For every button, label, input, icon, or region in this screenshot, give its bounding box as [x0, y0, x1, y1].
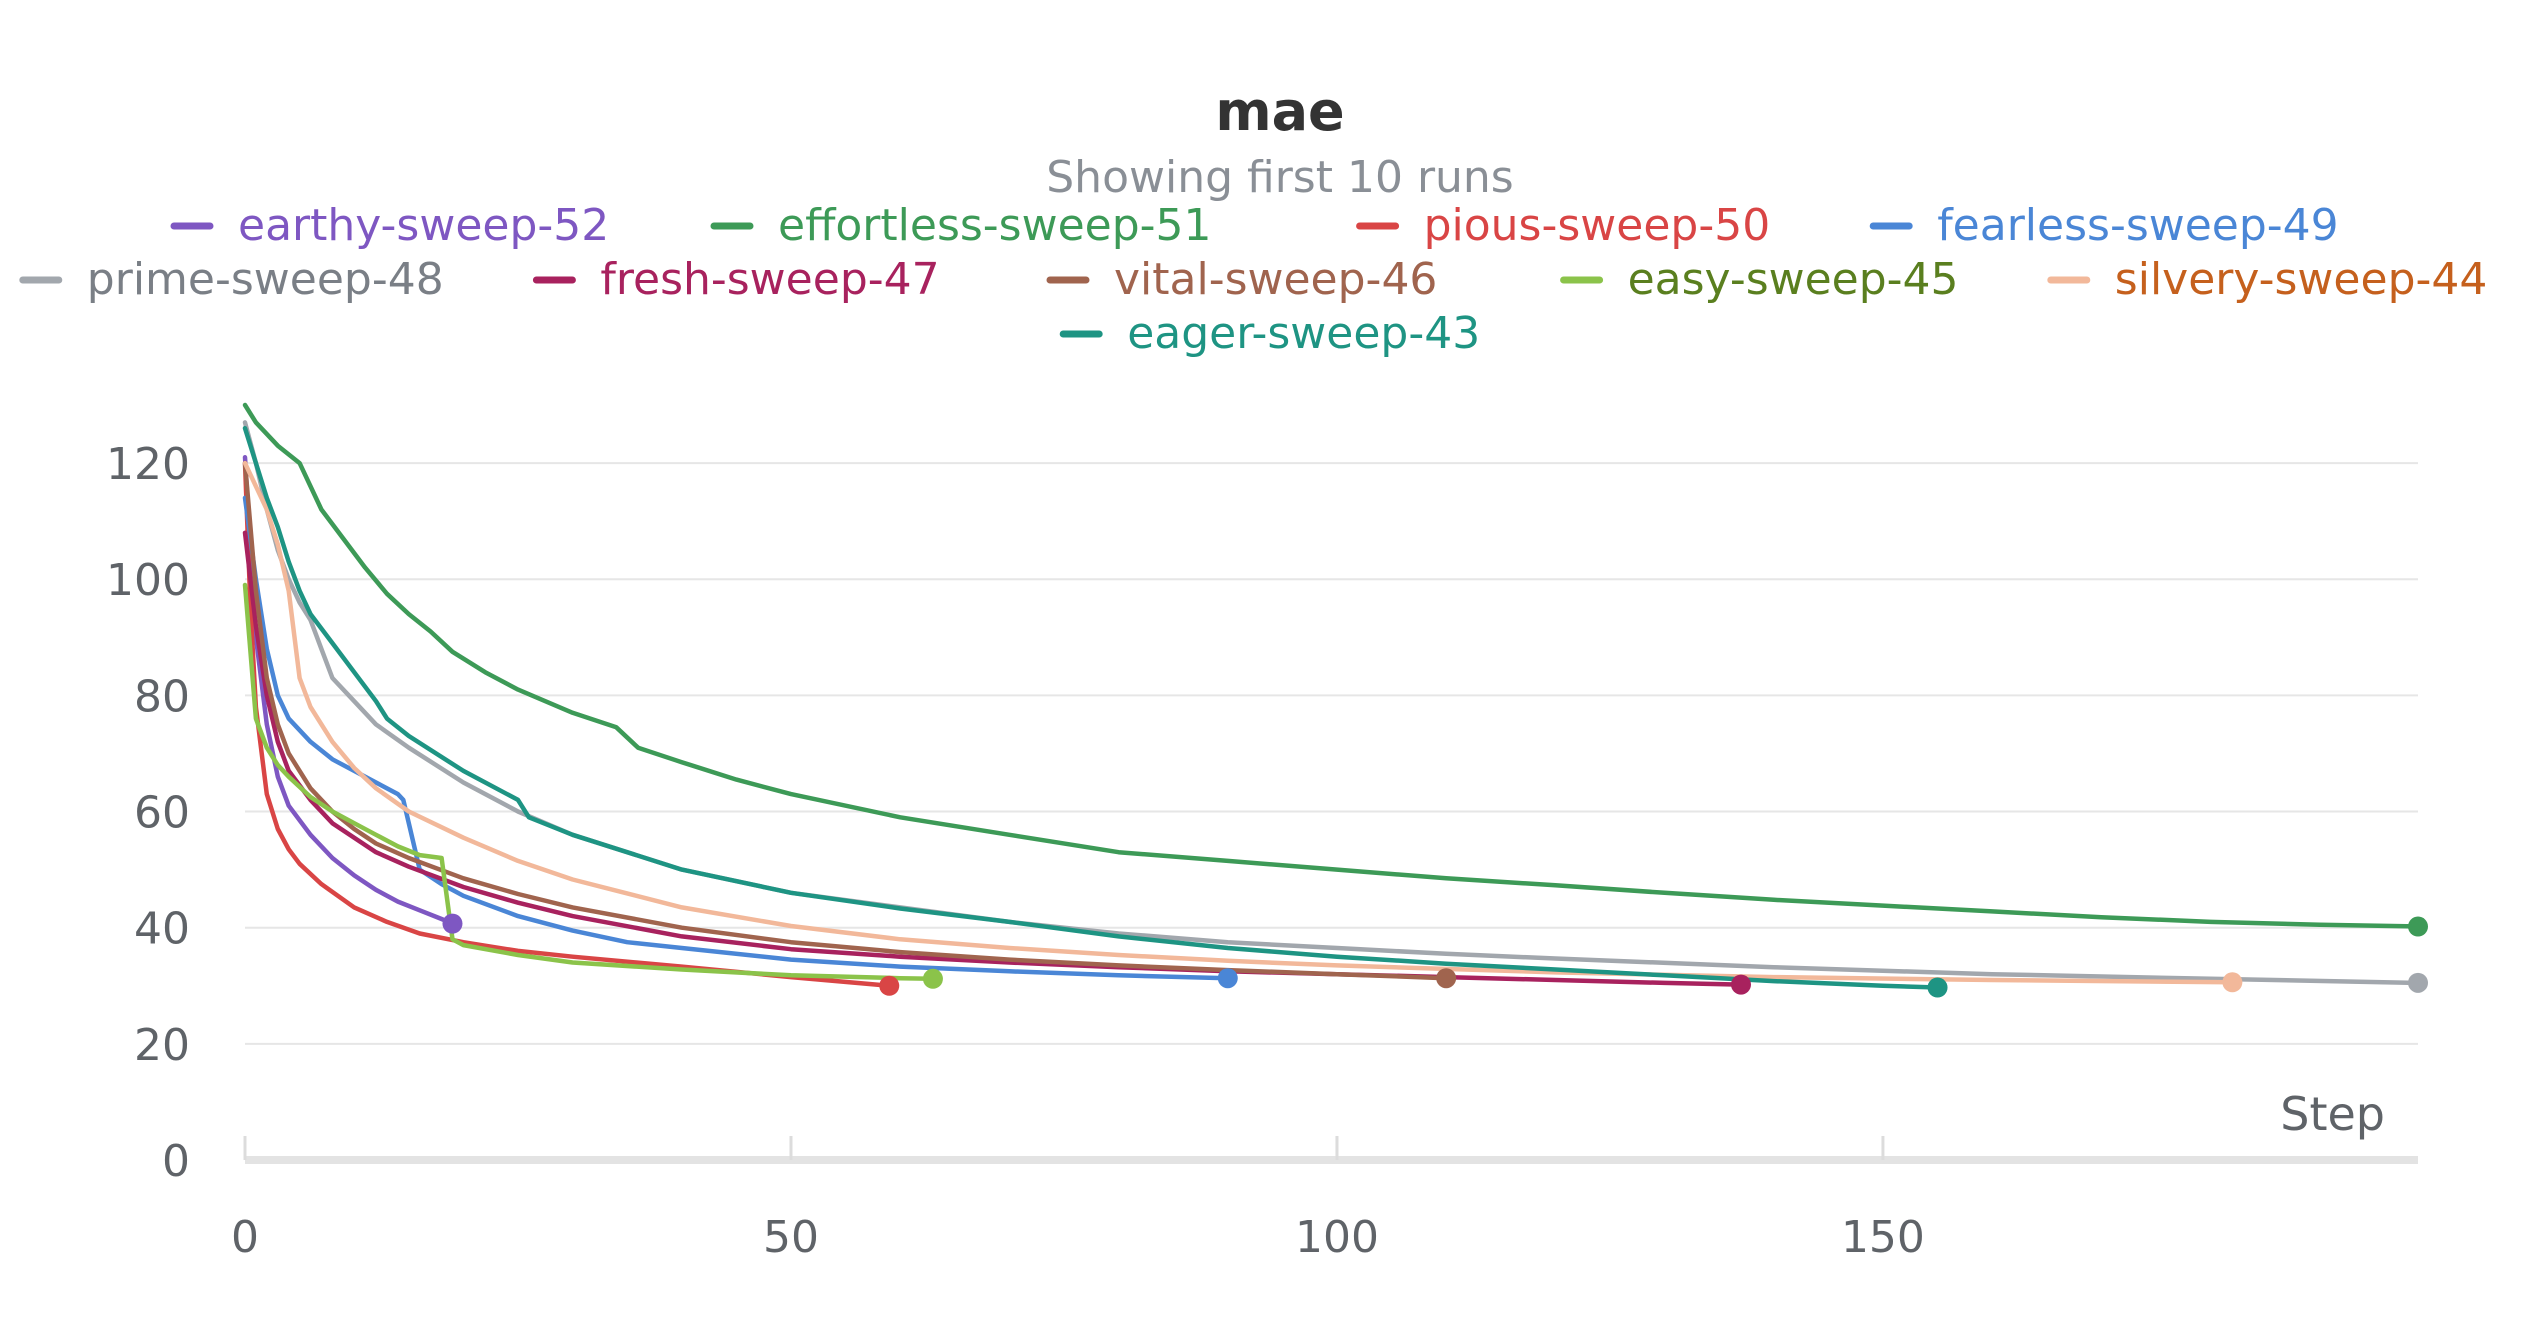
- series-line-silvery-sweep-44[interactable]: [242, 460, 2235, 985]
- legend-label: silvery-sweep-44: [2115, 254, 2488, 305]
- legend-label: earthy-sweep-52: [238, 200, 609, 251]
- x-axis: 0 50 100 150: [231, 1136, 2418, 1263]
- legend-label: fearless-sweep-49: [1937, 200, 2338, 251]
- legend-item-earthy-sweep-52[interactable]: earthy-sweep-52: [170, 200, 609, 251]
- legend-item-fearless-sweep-49[interactable]: fearless-sweep-49: [1869, 200, 2339, 251]
- x-tick-label: 50: [763, 1212, 819, 1263]
- legend-item-effortless-sweep-51[interactable]: effortless-sweep-51: [710, 200, 1212, 251]
- series-end-point-easy-sweep-45[interactable]: [922, 968, 943, 989]
- plot-area: [242, 402, 2428, 998]
- legend-label: eager-sweep-43: [1127, 308, 1480, 359]
- legend-label: easy-sweep-45: [1628, 254, 1959, 305]
- series-line-fearless-sweep-49[interactable]: [242, 495, 1231, 981]
- series-line-vital-sweep-46[interactable]: [242, 460, 1449, 981]
- legend-label: fresh-sweep-47: [600, 254, 939, 305]
- y-tick-label: 40: [134, 904, 190, 955]
- legend-label: vital-sweep-46: [1114, 254, 1437, 305]
- x-tick-label: 0: [231, 1212, 259, 1263]
- y-tick-label: 20: [134, 1020, 190, 1071]
- series-end-point-earthy-sweep-52[interactable]: [442, 913, 463, 934]
- y-tick-label: 80: [134, 671, 190, 722]
- series-line-eager-sweep-43[interactable]: [242, 425, 1940, 990]
- chart-subtitle: Showing first 10 runs: [1046, 152, 1513, 203]
- series-line-earthy-sweep-52[interactable]: [242, 455, 455, 926]
- y-tick-label: 0: [162, 1136, 190, 1187]
- legend-item-silvery-sweep-44[interactable]: silvery-sweep-44: [2047, 254, 2488, 305]
- series-line-prime-sweep-48[interactable]: [242, 420, 2421, 986]
- legend-label: pious-sweep-50: [1424, 200, 1771, 251]
- legend-item-pious-sweep-50[interactable]: pious-sweep-50: [1356, 200, 1771, 251]
- legend: earthy-sweep-52 effortless-sweep-51 pious-…: [19, 200, 2488, 359]
- series-end-point-eager-sweep-43[interactable]: [1927, 977, 1948, 998]
- x-tick-label: 100: [1295, 1212, 1379, 1263]
- legend-item-eager-sweep-43[interactable]: eager-sweep-43: [1059, 308, 1480, 359]
- x-tick-label: 150: [1841, 1212, 1925, 1263]
- series-end-point-prime-sweep-48[interactable]: [2408, 972, 2428, 993]
- x-axis-label: Step: [2280, 1087, 2385, 1141]
- legend-item-vital-sweep-46[interactable]: vital-sweep-46: [1046, 254, 1437, 305]
- legend-label: prime-sweep-48: [87, 254, 444, 305]
- series-end-point-vital-sweep-46[interactable]: [1436, 968, 1457, 989]
- legend-item-fresh-sweep-47[interactable]: fresh-sweep-47: [532, 254, 940, 305]
- series-end-point-fresh-sweep-47[interactable]: [1730, 974, 1751, 995]
- series-line-pious-sweep-50[interactable]: [242, 460, 892, 989]
- y-tick-label: 60: [134, 788, 190, 839]
- series-line-fresh-sweep-47[interactable]: [242, 530, 1744, 987]
- legend-label: effortless-sweep-51: [778, 200, 1212, 251]
- y-axis: 0 20 40 60 80 100 120: [106, 439, 190, 1187]
- series-end-point-pious-sweep-50[interactable]: [879, 975, 900, 996]
- legend-item-prime-sweep-48[interactable]: prime-sweep-48: [19, 254, 444, 305]
- y-tick-label: 100: [106, 555, 190, 606]
- series-line-easy-sweep-45[interactable]: [242, 582, 936, 982]
- series-end-point-effortless-sweep-51[interactable]: [2408, 916, 2428, 937]
- grid: [245, 462, 2418, 1045]
- series-end-point-silvery-sweep-44[interactable]: [2222, 972, 2243, 993]
- series-line-effortless-sweep-51[interactable]: [242, 402, 2421, 929]
- chart-title: mae: [1215, 80, 1344, 143]
- legend-item-easy-sweep-45[interactable]: easy-sweep-45: [1560, 254, 1959, 305]
- series-end-point-fearless-sweep-49[interactable]: [1217, 968, 1238, 989]
- y-tick-label: 120: [106, 439, 190, 490]
